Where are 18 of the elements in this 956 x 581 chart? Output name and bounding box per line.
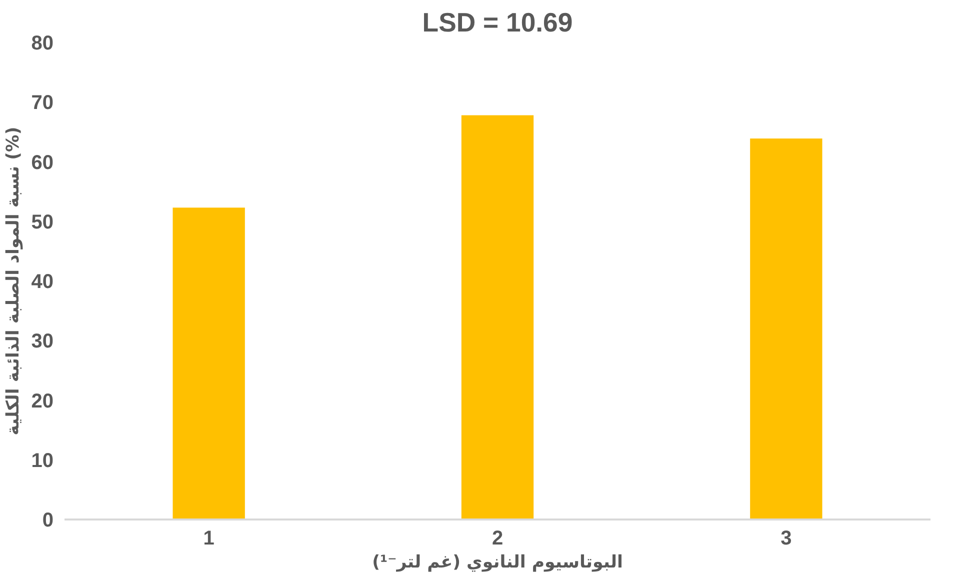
bar (172, 208, 245, 520)
y-tick-label: 20 (31, 390, 54, 412)
y-tick-label: 10 (31, 450, 54, 472)
x-tick-label: 1 (203, 528, 214, 550)
chart-title: LSD = 10.69 (422, 8, 573, 38)
bar (461, 115, 534, 520)
y-tick-label: 50 (31, 211, 54, 234)
x-tick-label: 3 (780, 528, 792, 550)
bar (750, 138, 822, 520)
x-tick-label: 2 (492, 528, 504, 550)
y-tick-label: 70 (31, 92, 54, 114)
y-axis-title: نسبة المواد الصلبة الذائبة الكلية (%) (3, 126, 24, 436)
y-tick-label: 0 (42, 510, 54, 532)
y-tick-label: 80 (31, 32, 54, 54)
y-tick-label: 40 (31, 271, 54, 293)
x-axis-title: البوتاسيوم النانوي (غم لتر⁻¹) (372, 552, 623, 572)
y-tick-label: 30 (31, 330, 54, 353)
y-tick-label: 60 (31, 152, 54, 174)
